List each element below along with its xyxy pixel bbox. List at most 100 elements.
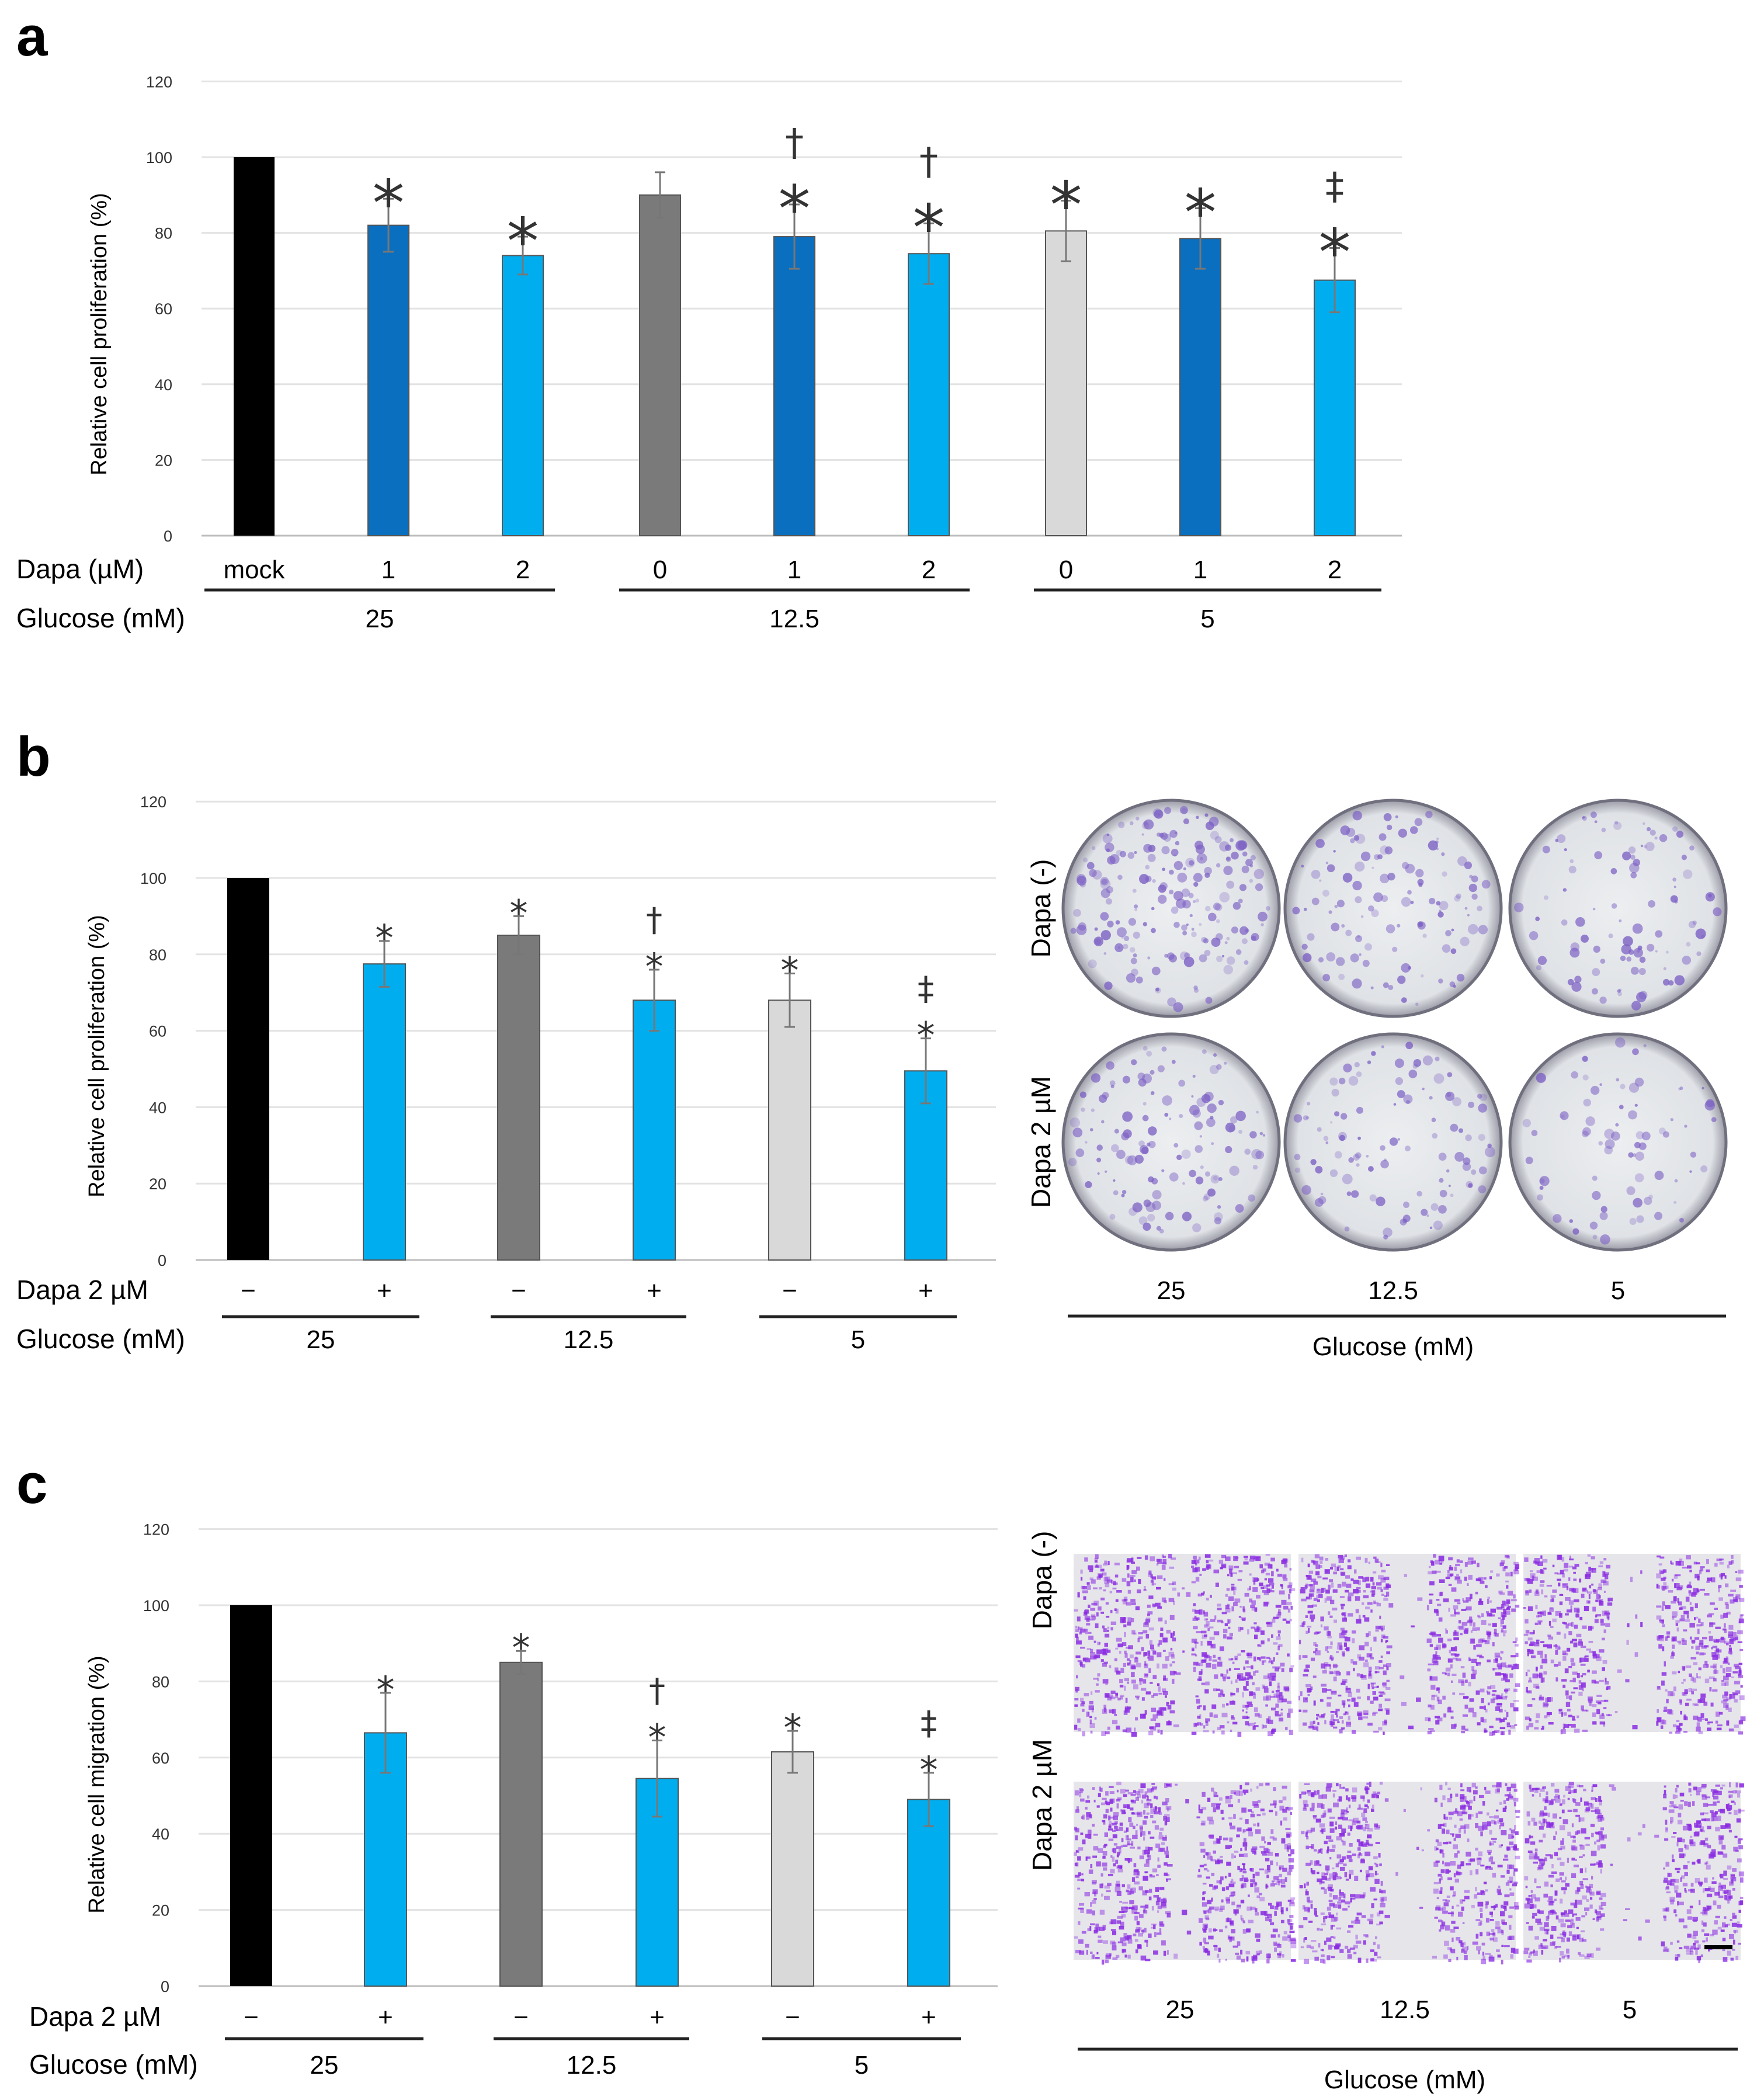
- migrated-cell: [1250, 1605, 1255, 1609]
- migrated-cell: [1102, 1924, 1106, 1930]
- migrated-cell: [1352, 1853, 1356, 1856]
- migrated-cell: [1506, 1725, 1511, 1727]
- migrated-cell: [1259, 1868, 1264, 1870]
- migrated-cell: [1230, 1880, 1232, 1883]
- migrated-cell: [1343, 1713, 1346, 1716]
- migrated-cell: [1451, 1724, 1456, 1729]
- migrated-cell: [1564, 1955, 1570, 1957]
- migrated-cell: [1416, 1846, 1419, 1851]
- migrated-cell: [1330, 1641, 1333, 1646]
- migrated-cell: [1367, 1806, 1369, 1809]
- migrated-cell: [1345, 1879, 1349, 1881]
- colony-spot: [1088, 959, 1097, 969]
- migrated-cell: [1383, 1670, 1387, 1675]
- migrated-cell: [1269, 1590, 1275, 1592]
- colony-spot: [1114, 1129, 1119, 1134]
- migrated-cell: [1100, 1873, 1103, 1877]
- colony-spot: [1195, 898, 1199, 903]
- colony-spot: [1394, 1058, 1404, 1068]
- migrated-cell: [1352, 1820, 1356, 1825]
- colony-spot: [1255, 1150, 1265, 1160]
- migrated-cell: [1515, 1564, 1520, 1569]
- migrated-cell: [1344, 1554, 1347, 1557]
- migrated-cell: [1300, 1587, 1305, 1590]
- migrated-cell: [1143, 1679, 1147, 1684]
- colony-spot: [1371, 866, 1374, 869]
- migrated-cell: [1569, 1679, 1573, 1682]
- migrated-cell: [1147, 1613, 1150, 1616]
- migrated-cell: [1528, 1723, 1534, 1728]
- migrated-cell: [1264, 1869, 1269, 1874]
- migrated-cell: [1549, 1607, 1554, 1612]
- migrated-cell: [1329, 1821, 1334, 1827]
- migrated-cell: [1232, 1661, 1235, 1664]
- migrated-cell: [1199, 1918, 1203, 1923]
- migrated-cell: [1152, 1604, 1156, 1608]
- migrated-cell: [1712, 1689, 1718, 1692]
- migrated-cell: [1568, 1784, 1574, 1788]
- migrated-cell: [1131, 1877, 1136, 1882]
- migrated-cell: [1327, 1696, 1332, 1700]
- migrated-cell: [1732, 1632, 1737, 1636]
- migrated-cell: [1303, 1674, 1308, 1676]
- colony-spot: [1463, 1157, 1471, 1165]
- colony-spot: [1421, 974, 1424, 978]
- migrated-cell: [1268, 1851, 1273, 1856]
- migrated-cell: [1632, 1725, 1638, 1730]
- migrated-cell: [1201, 1660, 1206, 1663]
- migrated-cell: [1417, 1597, 1423, 1601]
- migrated-cell: [1442, 1671, 1447, 1675]
- colony-spot: [1338, 973, 1345, 980]
- migrated-cell: [1460, 1569, 1463, 1574]
- migrated-cell: [1157, 1558, 1162, 1564]
- colony-spot: [1336, 957, 1345, 966]
- migrated-cell: [1332, 1790, 1337, 1792]
- migrated-cell: [1380, 1589, 1383, 1592]
- migrated-cell: [1441, 1906, 1446, 1911]
- migrated-cell: [1157, 1606, 1162, 1609]
- migrated-cell: [1343, 1636, 1348, 1639]
- migrated-cell: [1213, 1840, 1217, 1845]
- migrated-cell: [1155, 1723, 1161, 1728]
- migrated-cell: [1077, 1592, 1080, 1598]
- migrated-cell: [1286, 1602, 1292, 1605]
- colony-spot: [1152, 879, 1156, 883]
- migrated-cell: [1330, 1936, 1334, 1938]
- migrated-cell: [1252, 1587, 1258, 1592]
- migrated-cell: [1466, 1606, 1472, 1610]
- migrated-cell: [1438, 1637, 1443, 1643]
- migrated-cell: [1513, 1871, 1515, 1876]
- migrated-cell: [1380, 1890, 1386, 1894]
- migrated-cell: [1253, 1955, 1258, 1959]
- colony-spot: [1355, 896, 1362, 904]
- migrated-cell: [1276, 1568, 1279, 1572]
- migrated-cell: [1144, 1939, 1148, 1943]
- migrated-cell: [1327, 1886, 1332, 1890]
- migrated-cell: [1368, 1561, 1370, 1564]
- migrated-cell: [1116, 1891, 1121, 1897]
- migrated-cell: [1256, 1938, 1261, 1942]
- migrated-cell: [1603, 1572, 1610, 1575]
- colony-spot: [1311, 869, 1321, 879]
- colony-spot: [1189, 1105, 1200, 1116]
- colony-spot: [1070, 928, 1077, 934]
- migrated-cell: [1671, 1578, 1674, 1582]
- migrated-cell: [1275, 1710, 1279, 1715]
- colony-spot: [1341, 1113, 1348, 1120]
- migrated-cell: [1489, 1911, 1493, 1915]
- migrated-cell: [1486, 1865, 1491, 1869]
- migrated-cell: [1113, 1812, 1119, 1817]
- migrated-cell: [1557, 1646, 1560, 1650]
- migrated-cell: [1158, 1835, 1164, 1840]
- migrated-cell: [1130, 1846, 1135, 1849]
- migrated-cell: [1676, 1725, 1680, 1729]
- colony-spot: [1421, 1209, 1428, 1216]
- migrated-cell: [1256, 1895, 1260, 1898]
- migrated-cell: [1455, 1808, 1458, 1813]
- migrated-cell: [1464, 1696, 1468, 1699]
- dapa-tick-label: 2: [1328, 556, 1342, 584]
- migrated-cell: [1152, 1714, 1158, 1719]
- migrated-cell: [1234, 1668, 1240, 1670]
- colony-spot: [1478, 1134, 1485, 1141]
- migrated-cell: [1432, 1695, 1437, 1697]
